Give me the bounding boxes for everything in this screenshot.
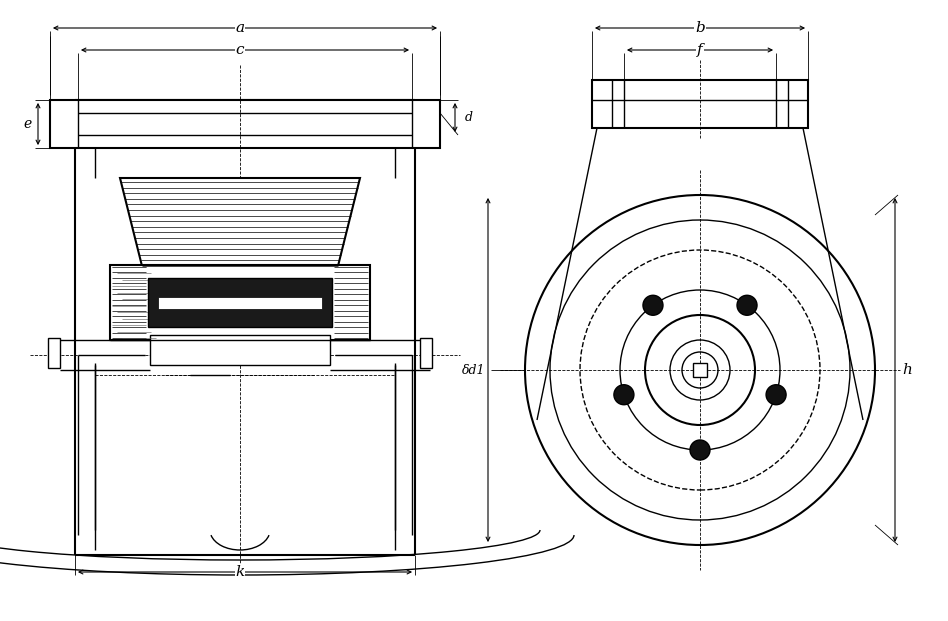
Bar [693,363,707,377]
Circle shape [690,440,710,460]
Bar [110,265,370,340]
Text: c: c [236,43,245,57]
Bar [150,335,330,365]
Bar [158,296,322,309]
Circle shape [737,295,757,315]
Polygon shape [120,178,360,270]
Bar [50,100,440,148]
Text: h: h [902,363,912,377]
Bar [420,338,432,368]
Text: e: e [24,117,32,131]
Bar [592,80,808,128]
Circle shape [643,295,663,315]
Circle shape [766,385,786,405]
Bar [48,338,60,368]
Text: a: a [235,21,245,35]
Circle shape [614,385,634,405]
Text: k: k [235,565,245,579]
Text: b: b [695,21,705,35]
Bar [148,278,332,327]
Text: d: d [465,111,473,124]
Text: δd1: δd1 [463,363,485,376]
Text: f: f [697,43,702,57]
